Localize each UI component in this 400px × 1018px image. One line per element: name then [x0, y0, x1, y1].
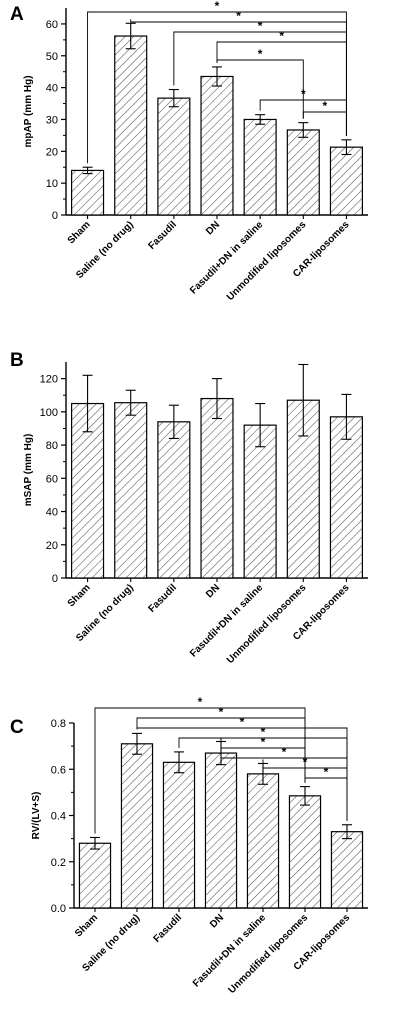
significance-star: * — [219, 705, 224, 719]
significance-star: * — [301, 87, 306, 101]
category-label: Sham — [66, 582, 93, 609]
bar-3 — [162, 761, 196, 909]
y-tick-label: 0 — [52, 573, 58, 585]
significance-star: * — [258, 19, 263, 33]
significance-star: * — [236, 9, 241, 23]
bar-4 — [204, 752, 238, 909]
category-label: Fasudil — [146, 582, 179, 615]
significance-star: * — [261, 735, 266, 749]
bar-5 — [243, 424, 277, 579]
significance-bracket — [216, 59, 304, 119]
bar-4 — [200, 397, 234, 579]
bar-6 — [286, 129, 320, 216]
category-label: Fasudil — [146, 219, 179, 252]
panel-label: C — [10, 717, 24, 738]
bar-5 — [246, 773, 280, 909]
bar-3 — [157, 421, 191, 579]
y-tick-label: 120 — [40, 374, 58, 386]
panel-label: A — [10, 4, 24, 25]
y-tick-label: 20 — [46, 146, 58, 158]
significance-star: * — [258, 47, 263, 61]
significance-star: * — [282, 745, 287, 759]
category-label: Sham — [66, 219, 93, 246]
bar-2 — [114, 35, 148, 216]
bar-1 — [71, 169, 105, 216]
significance-star: * — [240, 715, 245, 729]
y-tick-label: 10 — [46, 178, 58, 190]
category-label: DN — [204, 582, 222, 600]
bar-7 — [330, 831, 364, 909]
y-tick-label: 40 — [46, 507, 58, 519]
y-tick-label: 60 — [46, 19, 58, 31]
significance-bracket — [304, 777, 348, 821]
category-label: DN — [204, 219, 222, 237]
y-tick-label: 0.4 — [51, 811, 66, 823]
y-tick-label: 50 — [46, 51, 58, 63]
significance-star: * — [323, 99, 328, 113]
y-tick-label: 30 — [46, 114, 58, 126]
y-tick-label: 20 — [46, 540, 58, 552]
y-axis-title: RV/(LV+S) — [31, 792, 42, 840]
significance-bracket — [302, 111, 347, 136]
category-label: DN — [208, 912, 226, 930]
bar-2 — [120, 743, 154, 909]
bar-7 — [329, 416, 363, 579]
bar-4 — [200, 75, 234, 216]
y-tick-label: 100 — [40, 407, 58, 419]
category-label: Unmodified liposomes — [227, 912, 311, 996]
y-tick-label: 60 — [46, 473, 58, 485]
bar-1 — [71, 402, 105, 579]
bar-6 — [288, 795, 322, 909]
panel-label: B — [10, 350, 24, 371]
y-tick-label: 0.6 — [51, 764, 66, 776]
category-label: Fasudil+DN in saline — [191, 912, 268, 989]
category-label: Fasudil+DN in saline — [188, 582, 265, 659]
y-axis-title: mSAP (mm Hg) — [23, 434, 34, 507]
y-tick-label: 80 — [46, 440, 58, 452]
significance-bracket — [216, 41, 347, 136]
y-tick-label: 40 — [46, 83, 58, 95]
significance-star: * — [215, 0, 220, 13]
category-label: Unmodified liposomes — [225, 219, 309, 303]
significance-star: * — [198, 695, 203, 709]
bar-1 — [78, 842, 112, 909]
y-tick-label: 0 — [52, 210, 58, 222]
significance-star: * — [324, 765, 329, 779]
y-tick-label: 0.2 — [51, 857, 66, 869]
y-tick-label: 0.8 — [51, 718, 66, 730]
significance-star: * — [279, 29, 284, 43]
significance-star: * — [303, 755, 308, 769]
bar-2 — [114, 402, 148, 579]
category-label: Sham — [73, 912, 100, 939]
category-label: Fasudil — [152, 912, 185, 945]
bar-7 — [329, 146, 363, 216]
category-label: Unmodified liposomes — [225, 582, 309, 666]
bar-5 — [243, 118, 277, 216]
y-axis-title: mpAP (mm Hg) — [23, 75, 34, 147]
y-tick-label: 0.0 — [51, 903, 66, 915]
bar-3 — [157, 97, 191, 216]
significance-star: * — [261, 725, 266, 739]
category-label: Fasudil+DN in saline — [188, 219, 265, 296]
